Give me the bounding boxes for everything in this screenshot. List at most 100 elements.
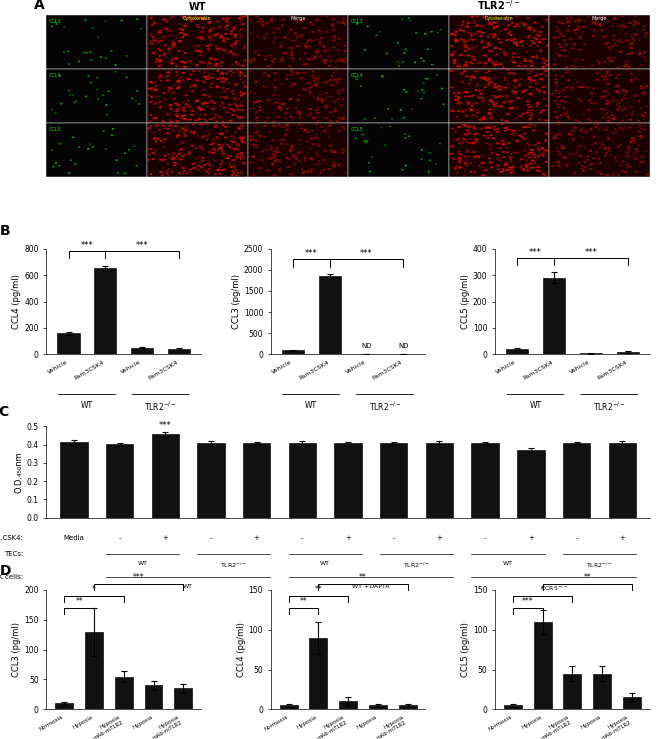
Circle shape — [484, 63, 487, 64]
Text: TLR2$^{-/-}$: TLR2$^{-/-}$ — [593, 401, 625, 413]
Text: ND: ND — [361, 343, 372, 349]
Circle shape — [537, 166, 540, 168]
Text: +: + — [436, 535, 442, 541]
Circle shape — [216, 86, 219, 87]
Circle shape — [169, 88, 172, 89]
Circle shape — [182, 17, 186, 18]
Text: **: ** — [583, 573, 591, 582]
Circle shape — [499, 89, 501, 90]
Text: +: + — [619, 535, 625, 541]
Circle shape — [219, 37, 223, 38]
Circle shape — [241, 65, 244, 66]
Bar — [471, 443, 499, 518]
Bar — [198, 443, 225, 518]
Text: *: * — [92, 585, 96, 594]
Circle shape — [450, 34, 453, 35]
Circle shape — [530, 80, 533, 81]
Text: Media: Media — [64, 535, 84, 541]
Text: B: B — [0, 224, 11, 238]
Text: ***: *** — [305, 249, 318, 258]
Circle shape — [461, 111, 464, 112]
Circle shape — [462, 30, 465, 31]
Circle shape — [459, 167, 461, 168]
Bar — [549, 69, 650, 123]
Circle shape — [202, 157, 204, 158]
Y-axis label: CCL4 (pg/ml): CCL4 (pg/ml) — [237, 622, 246, 677]
Circle shape — [493, 64, 497, 65]
Circle shape — [152, 52, 155, 53]
Text: CCL5: CCL5 — [49, 127, 62, 132]
Circle shape — [516, 140, 519, 141]
Text: TLR2$^{-/-}$: TLR2$^{-/-}$ — [403, 561, 430, 571]
Bar — [247, 15, 348, 69]
Circle shape — [189, 17, 192, 18]
Text: WT: WT — [503, 561, 513, 566]
Text: +: + — [345, 535, 351, 541]
Circle shape — [450, 71, 453, 72]
Bar — [506, 349, 528, 355]
Circle shape — [514, 80, 517, 81]
Circle shape — [530, 65, 533, 66]
Bar — [280, 706, 298, 709]
Text: -: - — [484, 535, 487, 541]
Bar — [504, 706, 522, 709]
Text: TLR2$^{-/-}$: TLR2$^{-/-}$ — [586, 561, 613, 571]
Circle shape — [483, 78, 485, 79]
Circle shape — [529, 106, 532, 107]
Text: -: - — [575, 535, 578, 541]
Text: ***: *** — [529, 248, 542, 256]
Circle shape — [531, 167, 534, 168]
Bar — [147, 15, 247, 69]
Circle shape — [184, 25, 187, 26]
Circle shape — [532, 43, 536, 44]
Circle shape — [239, 138, 243, 139]
Circle shape — [517, 66, 520, 67]
Bar — [55, 704, 73, 709]
Circle shape — [156, 59, 158, 60]
Text: TLR2$^{-/-}$: TLR2$^{-/-}$ — [220, 561, 247, 571]
Circle shape — [462, 125, 465, 126]
Text: *: * — [541, 585, 544, 594]
Circle shape — [542, 86, 545, 87]
Text: +: + — [162, 535, 168, 541]
Bar — [60, 442, 88, 518]
Text: WT: WT — [530, 401, 542, 410]
Circle shape — [514, 92, 517, 93]
Text: CCL4: CCL4 — [49, 73, 62, 78]
Circle shape — [546, 65, 548, 66]
Text: -: - — [392, 535, 395, 541]
Circle shape — [512, 130, 515, 131]
Text: CCL3: CCL3 — [351, 19, 363, 24]
Bar — [348, 15, 449, 69]
Bar — [549, 123, 650, 177]
Circle shape — [467, 102, 470, 103]
Text: +: + — [254, 535, 260, 541]
Text: +: + — [528, 535, 534, 541]
Y-axis label: CCL3 (pg/ml): CCL3 (pg/ml) — [232, 274, 241, 329]
Circle shape — [497, 154, 499, 155]
Bar — [579, 353, 602, 355]
Circle shape — [506, 170, 509, 171]
Circle shape — [453, 60, 456, 61]
Bar — [288, 443, 316, 518]
Circle shape — [504, 54, 507, 55]
Text: Merge: Merge — [290, 16, 306, 21]
Text: ***: *** — [522, 597, 534, 607]
Circle shape — [459, 154, 462, 155]
Bar — [282, 350, 304, 355]
Bar — [85, 632, 103, 709]
Text: ***: *** — [159, 421, 172, 430]
Circle shape — [489, 82, 493, 83]
Circle shape — [471, 76, 475, 77]
Bar — [449, 69, 549, 123]
Circle shape — [468, 126, 471, 127]
Bar — [46, 123, 147, 177]
Text: -: - — [118, 535, 121, 541]
Bar — [348, 123, 449, 177]
Text: Cytokeratin: Cytokeratin — [485, 16, 513, 21]
Bar — [147, 123, 247, 177]
Circle shape — [532, 56, 534, 58]
Text: **: ** — [359, 573, 367, 582]
Circle shape — [522, 127, 526, 128]
Circle shape — [176, 88, 180, 89]
